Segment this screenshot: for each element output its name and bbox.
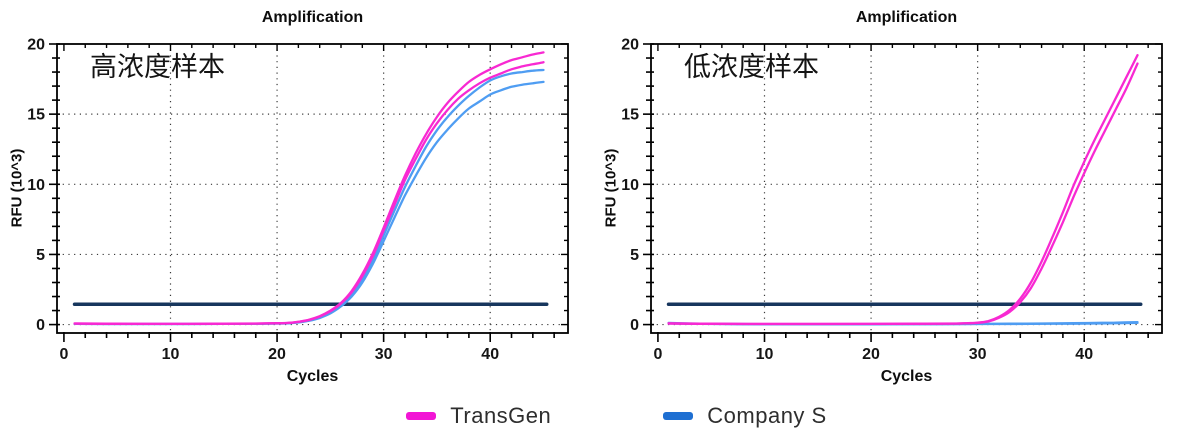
x-tick-label: 40	[481, 346, 499, 363]
legend-item-company-s: Company S	[663, 403, 826, 429]
y-tick-label: 5	[630, 247, 639, 264]
company-s-color-swatch	[663, 412, 694, 420]
sample-annotation: 高浓度样本	[90, 52, 225, 82]
x-tick-label: 20	[268, 346, 286, 363]
x-tick-label: 10	[162, 346, 180, 363]
x-axis-label: Cycles	[286, 368, 339, 385]
x-tick-label: 30	[969, 346, 987, 363]
x-tick-label: 0	[59, 346, 68, 363]
x-tick-label: 10	[756, 346, 774, 363]
chart-title: Amplification	[261, 9, 364, 26]
amplification-curve-TransGen-2	[667, 62, 1139, 326]
amplification-curve-TransGen-1	[667, 54, 1139, 326]
amplification-curve-CompanyS-2	[73, 80, 545, 326]
legend-item-transgen: TransGen	[406, 403, 551, 429]
plot-frame	[650, 43, 1163, 334]
x-tick-label: 20	[862, 346, 880, 363]
x-tick-label: 30	[375, 346, 393, 363]
chart-title: Amplification	[855, 9, 958, 26]
plot-area: 0 10 20 30 40 0 5 10 15 20	[27, 37, 569, 363]
legend-label-transgen: TransGen	[450, 403, 552, 428]
amplification-curve-TransGen-1	[73, 51, 545, 326]
sample-annotation: 低浓度样本	[684, 52, 819, 82]
y-tick-label: 15	[621, 107, 639, 124]
y-axis-label: RFU (10^3)	[602, 148, 620, 228]
y-tick-label: 15	[27, 107, 45, 124]
y-tick-label: 10	[621, 177, 639, 194]
amplification-curve-TransGen-2	[73, 61, 545, 326]
x-tick-label: 40	[1075, 346, 1093, 363]
legend-label-company-s: Company S	[707, 403, 827, 428]
y-tick-label: 20	[27, 37, 45, 54]
amplification-curve-CompanyS-1	[73, 68, 545, 326]
y-tick-label: 20	[621, 37, 639, 54]
y-tick-label: 5	[36, 247, 45, 264]
x-axis-label: Cycles	[880, 368, 933, 385]
amplification-chart-high: Amplification 0 10 20 30 40 0 5 10 15 20 高浓度样本 RF…	[0, 0, 595, 390]
y-tick-label: 0	[36, 317, 45, 334]
plot-area: 0 10 20 30 40 0 5 10 15 20	[621, 37, 1163, 363]
y-tick-label: 10	[27, 177, 45, 194]
x-tick-label: 0	[653, 346, 662, 363]
transgen-color-swatch	[406, 412, 437, 420]
y-axis-label: RFU (10^3)	[8, 148, 26, 228]
plot-frame	[56, 43, 569, 334]
amplification-chart-low: Amplification 0 10 20 30 40 0 5 10 15 20 低浓度样本 RF…	[594, 0, 1189, 390]
y-tick-label: 0	[630, 317, 639, 334]
legend: TransGen Company S	[22, 401, 1189, 431]
